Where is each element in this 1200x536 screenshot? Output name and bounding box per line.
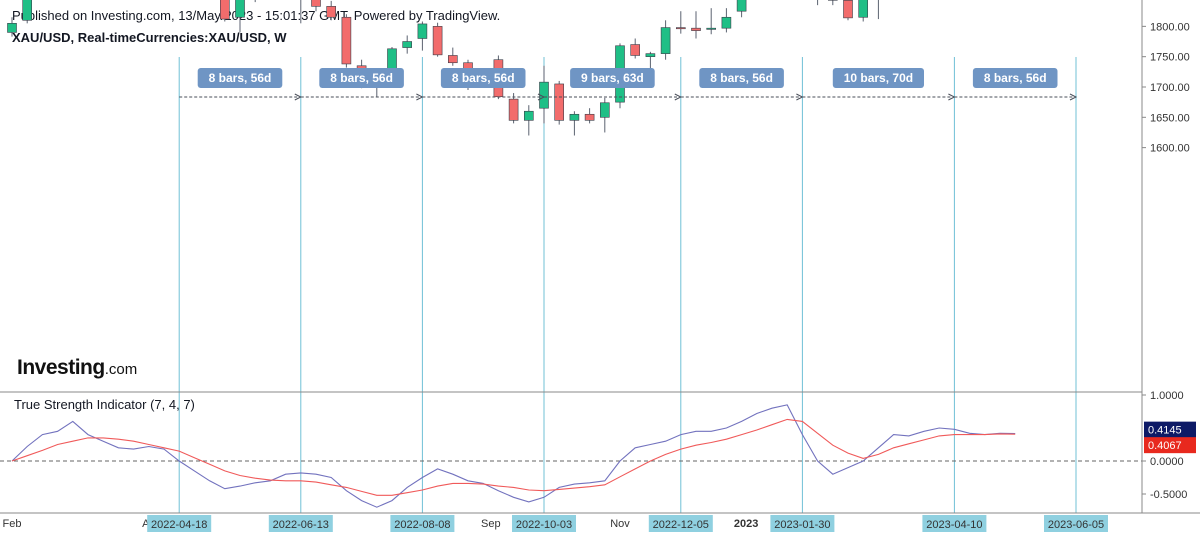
price-tick-label-1: 1650.00: [1150, 112, 1190, 124]
investing-logo: Investing.com: [17, 356, 137, 380]
date-marker-box-7: [1044, 515, 1108, 532]
candle-body-33: [508, 98, 519, 121]
bar-range-label-box-0: [197, 68, 283, 88]
tsi-pane[interactable]: [0, 404, 1142, 508]
bar-range-label-box-5: [832, 68, 924, 88]
date-marker-label-6: 2023-04-10: [926, 519, 982, 531]
signal-value-tag: 0.4067: [1148, 440, 1182, 452]
candle-body-15: [235, 0, 245, 18]
candle-body-42: [645, 53, 656, 57]
candle-body-27: [417, 23, 428, 39]
date-marker-box-3: [512, 515, 576, 532]
tsi-value-tag: 0.4145: [1148, 425, 1182, 437]
candle-body-28: [432, 26, 443, 56]
date-marker-label-3: 2022-10-03: [516, 519, 572, 531]
time-tick-label-2: Sep: [481, 518, 501, 530]
date-marker-box-5: [770, 515, 835, 532]
candle-body-26: [402, 41, 413, 48]
candle-body-46: [706, 27, 717, 30]
tsi-tick-label-2: -0.5000: [1150, 489, 1187, 501]
candle-body-48: [736, 0, 747, 12]
date-marker-box-4: [648, 515, 713, 532]
candle-body-43: [660, 27, 671, 54]
candle-body-45: [691, 27, 701, 31]
tsi-tick-label-1: 0.0000: [1150, 456, 1184, 468]
candle-body-36: [554, 83, 565, 121]
candlestick-series[interactable]: [7, 0, 1020, 136]
time-tick-label-0: Feb: [3, 518, 22, 530]
date-marker-label-2: 2022-08-08: [394, 519, 450, 531]
tsi-series-tsi: [11, 404, 1016, 508]
candle-body-55: [843, 0, 853, 19]
candle-body-56: [858, 0, 869, 18]
tsi-title: True Strength Indicator (7, 4, 7): [14, 397, 195, 412]
date-marker-box-6: [922, 515, 987, 532]
price-tick-label-4: 1800.00: [1150, 21, 1190, 33]
candle-body-14: [220, 0, 230, 20]
time-axis[interactable]: FebApSepNov20232022-04-182022-06-132022-…: [3, 515, 1108, 532]
bar-range-label-4: 8 bars, 56d: [710, 71, 773, 85]
date-marker-label-5: 2023-01-30: [774, 519, 830, 531]
tsi-value-tag-box: [1144, 421, 1196, 438]
price-tick-label-0: 1600.00: [1150, 143, 1190, 155]
candle-body-38: [584, 113, 595, 121]
bar-range-label-box-2: [440, 68, 526, 88]
price-tick-label-2: 1700.00: [1150, 82, 1190, 94]
date-marker-box-0: [147, 515, 212, 532]
candle-body-22: [341, 16, 352, 65]
bar-range-arrowhead-6: [1069, 93, 1078, 101]
candle-body-41: [630, 44, 641, 56]
bar-range-label-box-6: [972, 68, 1058, 88]
bar-range-label-1: 8 bars, 56d: [330, 71, 393, 85]
bar-range-label-3: 9 bars, 63d: [581, 71, 644, 85]
time-tick-label-3: Nov: [610, 518, 630, 530]
tsi-series-signal: [11, 418, 1016, 496]
bar-range-label-box-4: [699, 68, 784, 88]
candle-body-44: [675, 27, 686, 30]
axis-frame: [0, 0, 1200, 514]
time-tick-label-4: 2023: [734, 518, 758, 530]
bar-count-annotations: 8 bars, 56d 8 bars, 56d 8 bars, 56d 9 bars,…: [179, 68, 1078, 101]
date-marker-box-2: [390, 515, 455, 532]
candle-body-20: [311, 0, 321, 7]
signal-value-tag-box: [1144, 437, 1196, 454]
bar-range-label-2: 8 bars, 56d: [452, 71, 515, 85]
candle-body-1: [22, 0, 33, 21]
date-marker-label-1: 2022-06-13: [273, 519, 329, 531]
price-axis[interactable]: 1600.00 1650.00 1700.00 1750.00 1800.00 1850.…: [1142, 0, 1196, 501]
date-marker-label-7: 2023-06-05: [1048, 519, 1104, 531]
candle-body-21: [326, 6, 337, 18]
candle-body-0: [7, 23, 17, 33]
logo-name: Investing: [17, 356, 105, 379]
bar-range-label-5: 10 bars, 70d: [844, 71, 913, 85]
bar-range-label-box-1: [319, 68, 404, 88]
bar-range-label-box-3: [570, 68, 655, 88]
candle-body-37: [569, 113, 580, 121]
candle-body-47: [721, 16, 732, 29]
date-marker-label-4: 2022-12-05: [653, 519, 709, 531]
candle-body-34: [523, 110, 534, 121]
date-marker-box-1: [268, 515, 333, 532]
published-caption: Published on Investing.com, 13/May/2023 …: [12, 8, 501, 23]
candle-body-29: [447, 55, 458, 64]
date-marker-label-0: 2022-04-18: [151, 519, 207, 531]
bar-range-label-0: 8 bars, 56d: [209, 71, 272, 85]
symbol-title: XAU/USD, Real-timeCurrencies:XAU/USD, W: [12, 30, 287, 45]
date-guide-lines: [178, 57, 1077, 513]
candle-body-39: [599, 102, 610, 118]
price-tick-label-3: 1750.00: [1150, 52, 1190, 64]
price-tick-label-5: 1850.00: [1150, 0, 1190, 3]
logo-suffix: .com: [104, 361, 138, 378]
bar-range-label-6: 8 bars, 56d: [984, 71, 1047, 85]
tsi-tick-label-0: 1.0000: [1150, 390, 1184, 402]
